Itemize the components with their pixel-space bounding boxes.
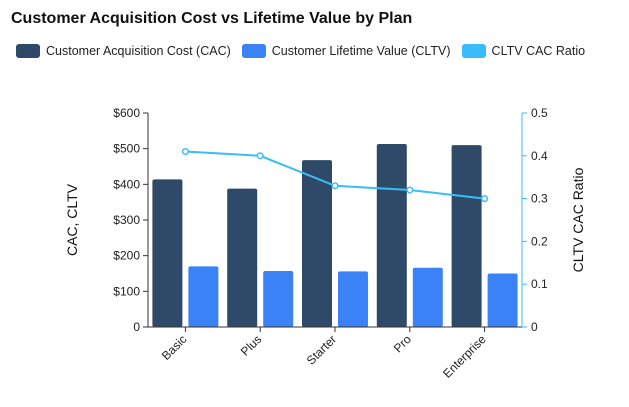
ratio-point: [256, 152, 264, 160]
y-tick-label-left: $200: [113, 249, 140, 263]
y-axis-title-right: CLTV CAC Ratio: [570, 167, 586, 272]
y-tick-label-right: 0.5: [531, 106, 548, 120]
bar-cltv: [188, 266, 219, 327]
y-tick-label-right: 0.4: [531, 149, 548, 163]
y-tick-label-left: $500: [113, 142, 140, 156]
chart-title: Customer Acquisition Cost vs Lifetime Va…: [11, 10, 413, 27]
y-tick-label-left: $600: [113, 106, 140, 120]
ratio-point: [181, 147, 189, 156]
bar-cltv: [338, 271, 368, 327]
y-tick-label-left: $400: [113, 177, 140, 191]
legend-item-cac[interactable]: Customer Acquisition Cost (CAC): [16, 44, 231, 58]
x-tick-label: Pro: [391, 332, 414, 355]
legend-swatch-cltv: [241, 44, 266, 58]
x-tick-label: Enterprise: [440, 332, 489, 381]
x-tick-label: Plus: [238, 332, 264, 358]
bar-cac: [152, 179, 183, 327]
y-tick-label-right: 0.1: [531, 277, 548, 291]
bar-cac: [302, 160, 332, 327]
legend-label-cltv: Customer Lifetime Value (CLTV): [271, 44, 451, 58]
bar-cltv: [412, 267, 443, 327]
y-tick-label-right: 0.2: [531, 234, 548, 248]
x-tick-label: Starter: [304, 332, 339, 367]
legend-swatch-ratio: [461, 44, 486, 58]
legend-swatch-cac: [16, 44, 40, 58]
y-tick-label-left: $100: [113, 284, 140, 298]
legend-label-cac: Customer Acquisition Cost (CAC): [46, 44, 231, 58]
legend-item-ratio[interactable]: CLTV CAC Ratio: [461, 44, 586, 58]
bar-cac: [227, 188, 258, 327]
legend: Customer Acquisition Cost (CAC) Customer…: [16, 44, 596, 58]
y-axis-title-left: CAC, CLTV: [64, 183, 80, 256]
bar-cac: [376, 144, 407, 327]
bar-cac: [451, 145, 482, 327]
ratio-point: [406, 186, 414, 194]
ratio-point: [481, 195, 489, 203]
legend-label-ratio: CLTV CAC Ratio: [491, 44, 586, 58]
y-tick-label-right: 0.3: [531, 192, 548, 206]
legend-item-cltv[interactable]: Customer Lifetime Value (CLTV): [241, 44, 451, 58]
ratio-point: [331, 182, 339, 190]
y-tick-label-right: 0: [531, 320, 538, 334]
y-tick-label-left: 0: [133, 320, 140, 334]
bar-cltv: [263, 271, 294, 327]
y-tick-label-left: $300: [113, 213, 140, 227]
x-tick-label: Basic: [159, 332, 190, 363]
bar-cltv: [487, 273, 518, 327]
